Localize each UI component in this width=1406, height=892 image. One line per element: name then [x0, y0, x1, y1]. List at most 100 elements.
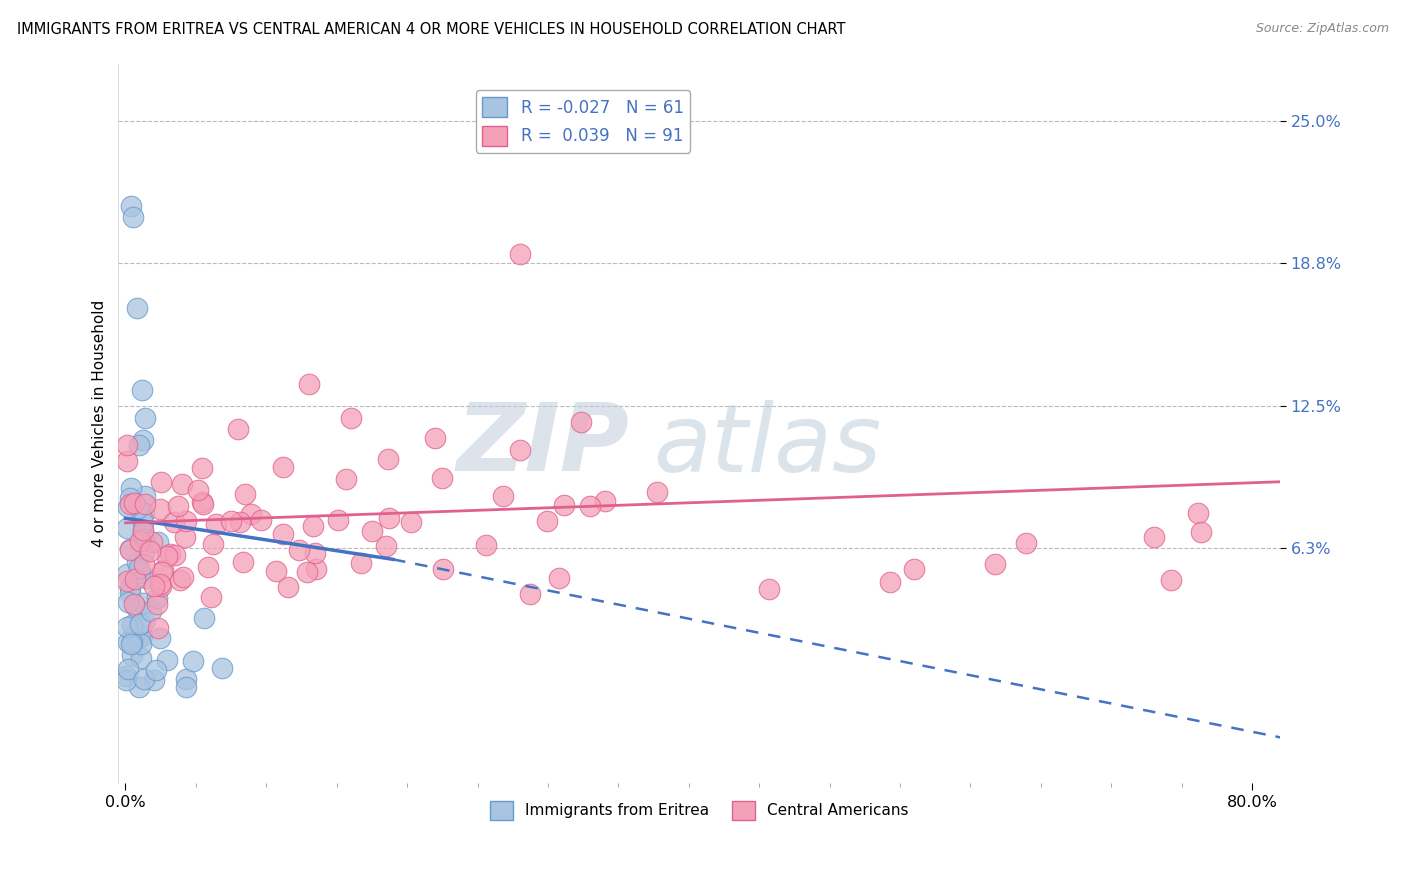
Point: [122, 496, 145, 510]
Point: [115, 669, 138, 683]
Text: ZIP: ZIP: [457, 399, 630, 491]
Point: [128, 680, 150, 694]
Point: [1015, 536, 1038, 550]
Point: [165, 548, 187, 562]
Point: [295, 565, 318, 579]
Text: atlas: atlas: [652, 400, 882, 491]
Point: [145, 663, 167, 677]
Point: [191, 495, 214, 509]
Point: [187, 483, 209, 497]
Point: [129, 650, 152, 665]
Point: [163, 516, 186, 530]
Point: [200, 591, 222, 605]
Point: [132, 523, 155, 537]
Point: [127, 500, 149, 515]
Point: [115, 454, 138, 468]
Point: [169, 573, 191, 587]
Point: [553, 499, 575, 513]
Point: [131, 629, 153, 643]
Point: [579, 499, 602, 513]
Point: [115, 673, 138, 687]
Point: [121, 617, 143, 632]
Point: [132, 615, 155, 630]
Point: [155, 549, 177, 563]
Point: [132, 507, 155, 521]
Point: [1189, 525, 1212, 540]
Point: [430, 471, 453, 485]
Point: [232, 555, 254, 569]
Point: [141, 535, 163, 549]
Point: [118, 497, 141, 511]
Point: [519, 587, 541, 601]
Point: [124, 597, 146, 611]
Point: [340, 410, 363, 425]
Point: [131, 384, 153, 398]
Point: [134, 545, 156, 559]
Point: [129, 637, 152, 651]
Point: [240, 508, 263, 522]
Point: [139, 603, 162, 617]
Point: [879, 574, 901, 589]
Point: [121, 635, 143, 649]
Point: [159, 547, 181, 561]
Point: [183, 654, 205, 668]
Point: [120, 481, 142, 495]
Point: [509, 246, 531, 260]
Point: [134, 410, 156, 425]
Point: [174, 514, 197, 528]
Point: [149, 502, 172, 516]
Point: [128, 438, 150, 452]
Point: [122, 629, 145, 643]
Point: [1142, 529, 1164, 543]
Point: [758, 582, 780, 596]
Point: [132, 516, 155, 530]
Point: [219, 515, 242, 529]
Point: [115, 438, 138, 452]
Point: [571, 415, 593, 429]
Point: [250, 513, 273, 527]
Point: [117, 500, 139, 514]
Point: [273, 526, 295, 541]
Point: [264, 564, 287, 578]
Point: [132, 433, 155, 447]
Point: [271, 459, 294, 474]
Point: [302, 518, 325, 533]
Point: [117, 635, 139, 649]
Point: [197, 560, 219, 574]
Point: [288, 543, 311, 558]
Point: [547, 571, 569, 585]
Point: [432, 562, 454, 576]
Point: [172, 570, 194, 584]
Point: [124, 600, 146, 615]
Point: [132, 596, 155, 610]
Text: Source: ZipAtlas.com: Source: ZipAtlas.com: [1256, 22, 1389, 36]
Point: [134, 497, 156, 511]
Point: [120, 582, 142, 596]
Point: [536, 514, 558, 528]
Point: [304, 546, 326, 560]
Point: [118, 543, 141, 558]
Point: [125, 301, 148, 316]
Y-axis label: 4 or more Vehicles in Household: 4 or more Vehicles in Household: [93, 300, 107, 547]
Point: [377, 451, 399, 466]
Point: [378, 511, 401, 525]
Point: [128, 561, 150, 575]
Point: [146, 621, 169, 635]
Point: [425, 431, 447, 445]
Point: [146, 535, 169, 549]
Point: [122, 627, 145, 641]
Point: [173, 530, 195, 544]
Point: [132, 524, 155, 539]
Point: [127, 631, 149, 645]
Point: [593, 494, 616, 508]
Point: [204, 516, 226, 531]
Point: [150, 475, 173, 489]
Point: [509, 442, 531, 457]
Point: [152, 565, 174, 579]
Point: [167, 500, 190, 514]
Point: [146, 591, 169, 606]
Point: [211, 661, 233, 675]
Point: [176, 672, 198, 686]
Point: [233, 487, 256, 501]
Point: [191, 461, 214, 475]
